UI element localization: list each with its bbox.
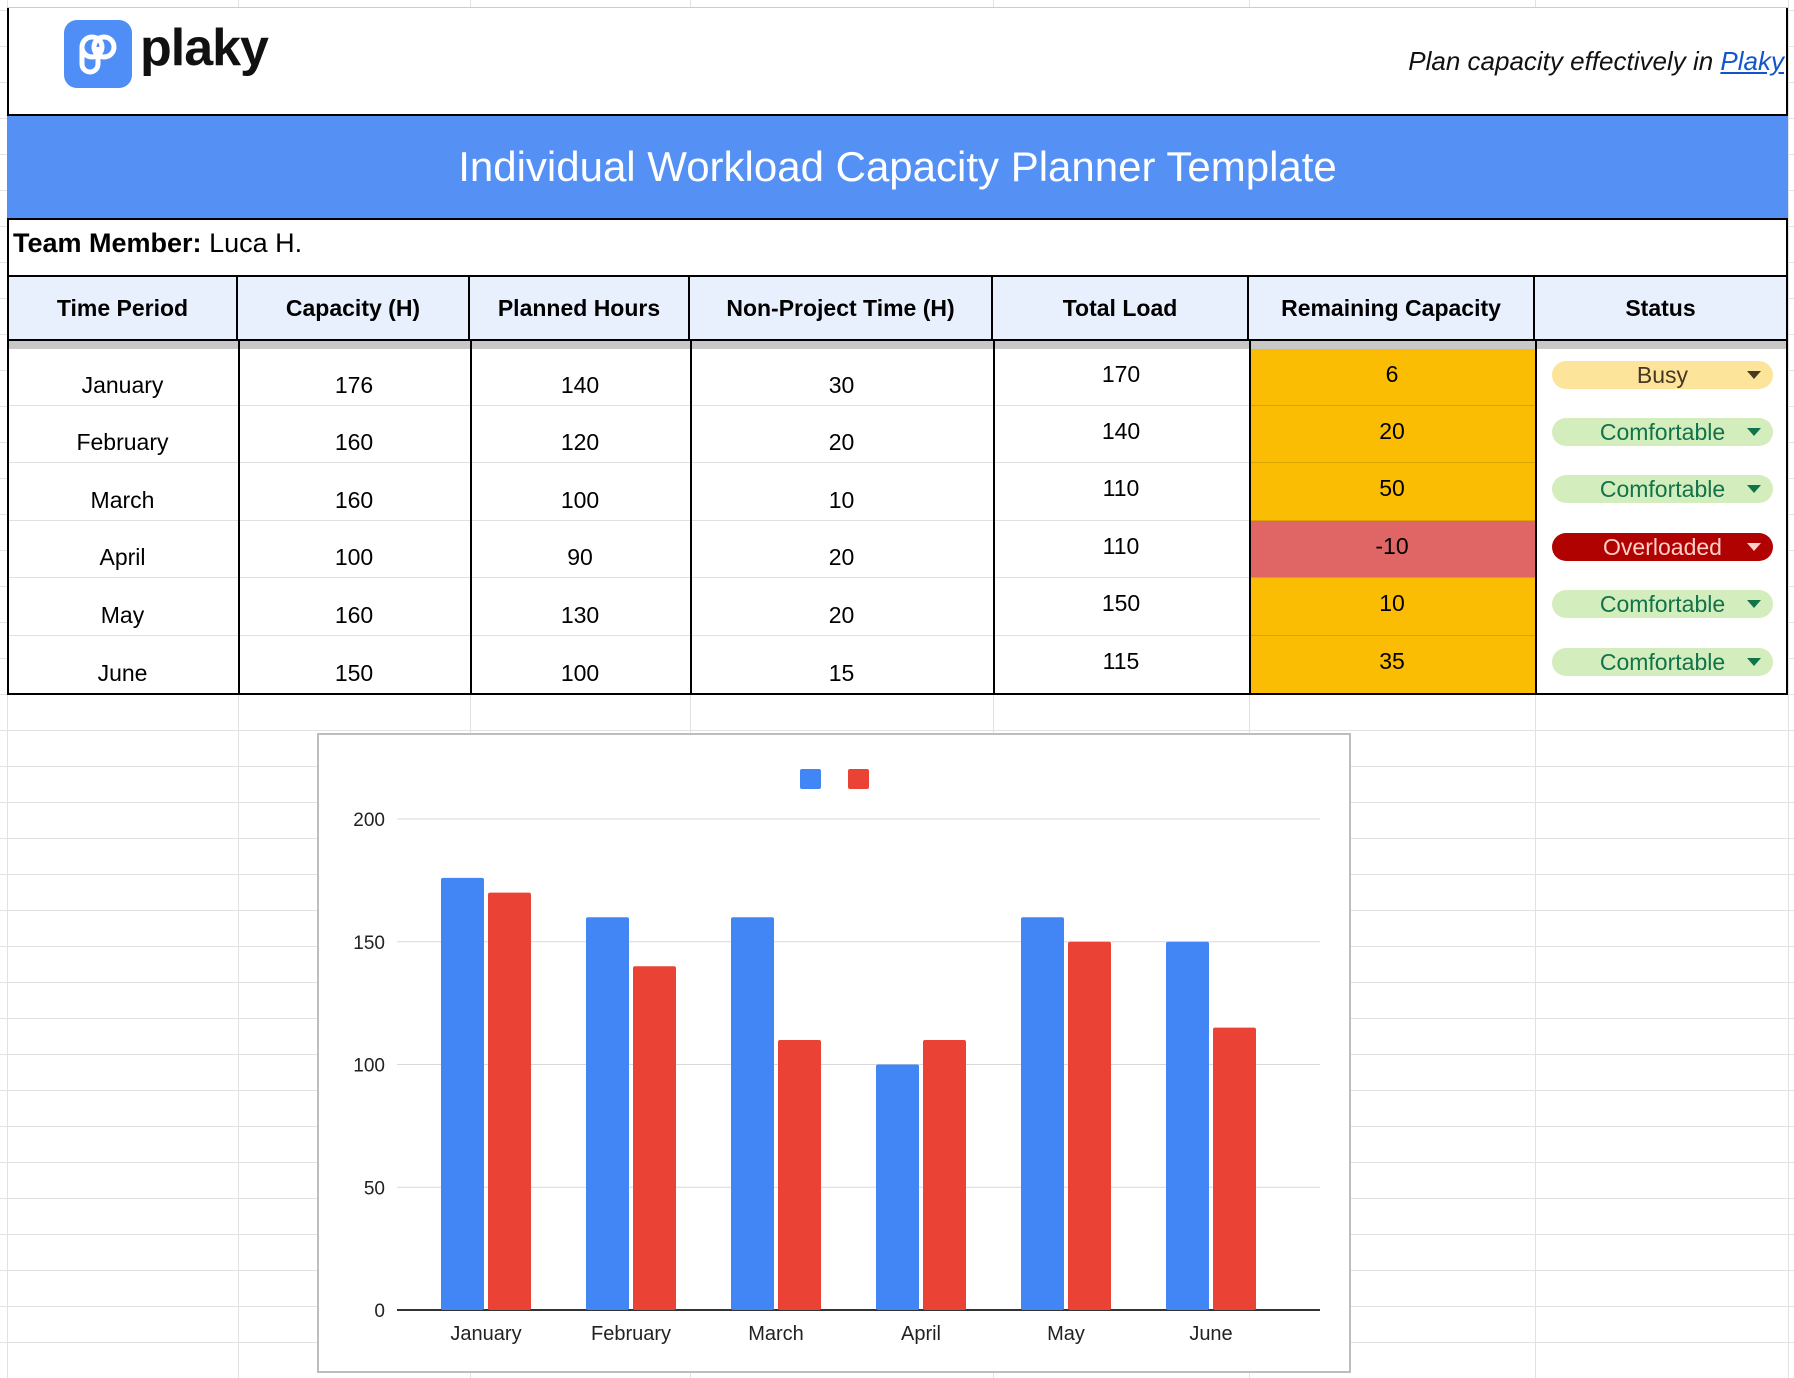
bar-series-1-january	[441, 877, 484, 1310]
status-label: Busy	[1636, 361, 1689, 388]
bar-series-1-may	[1021, 917, 1064, 1310]
cell-remaining[interactable]: 20	[1249, 406, 1535, 463]
status-label: Comfortable	[1599, 475, 1726, 502]
cell-non-project[interactable]: 20	[690, 578, 993, 636]
tagline-text: Plan capacity effectively in	[1408, 46, 1721, 76]
x-tick-label: May	[1047, 1323, 1085, 1345]
cell-non-project[interactable]: 20	[690, 406, 993, 463]
tagline: Plan capacity effectively in Plaky	[1408, 46, 1784, 77]
legend-swatch-series-2	[848, 769, 869, 789]
column-header-period: Time Period	[7, 275, 238, 341]
cell-total[interactable]: 115	[993, 636, 1249, 694]
bar-series-1-march	[731, 917, 774, 1310]
cell-non-project[interactable]: 20	[690, 521, 993, 578]
bar-series-2-march	[778, 1039, 821, 1310]
cell-planned[interactable]: 140	[470, 349, 690, 406]
cell-period[interactable]: March	[7, 463, 238, 521]
cell-remaining[interactable]: 35	[1249, 636, 1535, 694]
column-header-remaining: Remaining Capacity	[1249, 275, 1535, 341]
cell-capacity[interactable]: 160	[238, 578, 470, 636]
cell-remaining[interactable]: 10	[1249, 578, 1535, 636]
chevron-down-icon	[1747, 428, 1761, 436]
y-tick-label: 150	[353, 933, 385, 954]
chart-svg: 0 50 100 150 200 January February March April May…	[353, 769, 1320, 1345]
page-title: Individual Workload Capacity Planner Tem…	[7, 114, 1788, 220]
cell-capacity[interactable]: 150	[238, 636, 470, 694]
plaky-logo-text: plaky	[140, 19, 269, 77]
cell-total[interactable]: 110	[993, 463, 1249, 521]
x-tick-label: February	[591, 1323, 671, 1345]
cell-capacity[interactable]: 160	[238, 463, 470, 521]
cell-non-project[interactable]: 15	[690, 636, 993, 694]
column-header-planned: Planned Hours	[470, 275, 690, 341]
bar-series-2-june	[1213, 1027, 1256, 1310]
bar-series-2-january	[488, 892, 531, 1310]
status-label: Overloaded	[1603, 533, 1722, 560]
bar-series-1-february	[586, 917, 629, 1310]
status-dropdown[interactable]: Overloaded	[1552, 533, 1773, 561]
cell-planned[interactable]: 130	[470, 578, 690, 636]
cell-period[interactable]: June	[7, 636, 238, 694]
status-label: Comfortable	[1599, 418, 1726, 445]
team-member-label: Team Member:	[13, 228, 202, 258]
cell-capacity[interactable]: 176	[238, 349, 470, 406]
cell-non-project[interactable]: 30	[690, 349, 993, 406]
y-tick-label: 50	[364, 1178, 385, 1199]
y-tick-label: 0	[374, 1301, 385, 1322]
status-label: Comfortable	[1599, 590, 1726, 617]
bar-series-2-april	[923, 1039, 966, 1310]
x-tick-label: March	[748, 1323, 804, 1345]
bar-series-2-may	[1068, 941, 1111, 1310]
column-header-status: Status	[1535, 275, 1788, 341]
cell-total[interactable]: 150	[993, 578, 1249, 636]
capacity-chart[interactable]: 0 50 100 150 200 January February March April May…	[317, 733, 1351, 1373]
status-label: Comfortable	[1599, 648, 1726, 675]
x-tick-label: April	[901, 1323, 941, 1345]
bar-series-2-february	[633, 966, 676, 1310]
status-dropdown[interactable]: Busy	[1552, 361, 1773, 389]
cell-planned[interactable]: 100	[470, 636, 690, 694]
plaky-logo-icon	[64, 20, 132, 88]
team-member-value[interactable]: Luca H.	[201, 228, 303, 258]
legend-swatch-series-1	[800, 769, 821, 789]
chevron-down-icon	[1747, 600, 1761, 608]
cell-total[interactable]: 110	[993, 521, 1249, 578]
cell-period[interactable]: February	[7, 406, 238, 463]
x-tick-label: June	[1189, 1323, 1232, 1345]
chevron-down-icon	[1747, 543, 1761, 551]
cell-capacity[interactable]: 160	[238, 406, 470, 463]
cell-period[interactable]: January	[7, 349, 238, 406]
cell-remaining[interactable]: -10	[1249, 521, 1535, 578]
team-member: Team Member: Luca H.	[13, 228, 302, 259]
status-dropdown[interactable]: Comfortable	[1552, 418, 1773, 446]
column-header-non-project: Non-Project Time (H)	[690, 275, 993, 341]
cell-planned[interactable]: 120	[470, 406, 690, 463]
y-tick-label: 200	[353, 810, 385, 831]
cell-period[interactable]: April	[7, 521, 238, 578]
bar-series-1-april	[876, 1064, 919, 1310]
cell-total[interactable]: 140	[993, 406, 1249, 463]
cell-remaining[interactable]: 50	[1249, 463, 1535, 521]
cell-remaining[interactable]: 6	[1249, 349, 1535, 406]
column-header-capacity: Capacity (H)	[238, 275, 470, 341]
status-dropdown[interactable]: Comfortable	[1552, 648, 1773, 676]
cell-total[interactable]: 170	[993, 349, 1249, 406]
cell-capacity[interactable]: 100	[238, 521, 470, 578]
x-tick-label: January	[450, 1323, 521, 1345]
plaky-link[interactable]: Plaky	[1720, 46, 1784, 76]
y-tick-label: 100	[353, 1056, 385, 1077]
status-dropdown[interactable]: Comfortable	[1552, 475, 1773, 503]
frozen-row-divider	[7, 341, 1788, 349]
chevron-down-icon	[1747, 485, 1761, 493]
cell-non-project[interactable]: 10	[690, 463, 993, 521]
column-header-total: Total Load	[993, 275, 1249, 341]
bar-series-1-june	[1166, 941, 1209, 1310]
cell-planned[interactable]: 90	[470, 521, 690, 578]
status-dropdown[interactable]: Comfortable	[1552, 590, 1773, 618]
chevron-down-icon	[1747, 658, 1761, 666]
chevron-down-icon	[1747, 371, 1761, 379]
cell-period[interactable]: May	[7, 578, 238, 636]
cell-planned[interactable]: 100	[470, 463, 690, 521]
